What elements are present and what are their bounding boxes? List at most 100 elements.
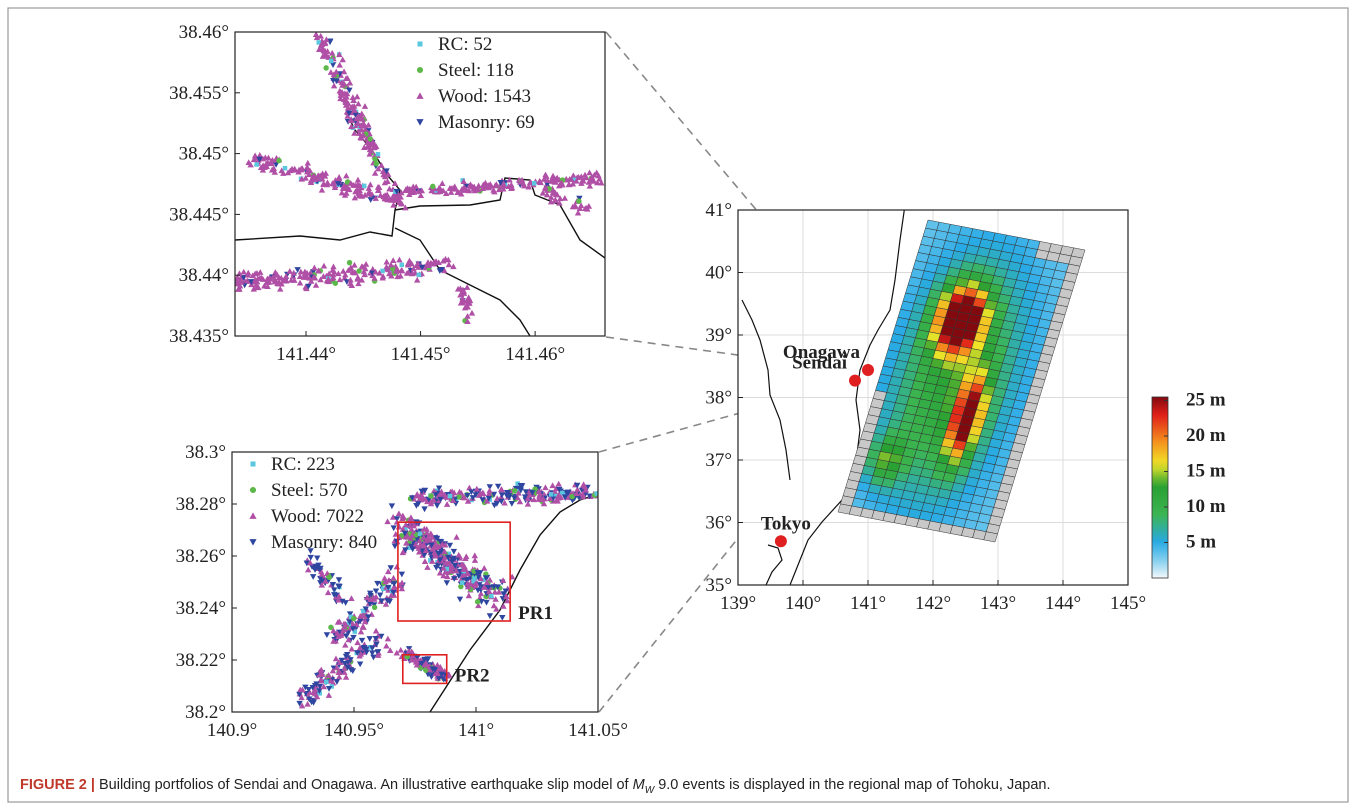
- point-texture: [329, 266, 336, 273]
- point-texture: [472, 575, 477, 581]
- point-texture: [408, 532, 416, 539]
- point-texture: [435, 550, 442, 557]
- point-texture: [367, 645, 373, 650]
- point-texture: [556, 199, 563, 206]
- point-texture: [438, 671, 445, 678]
- point-texture: [486, 487, 493, 494]
- point-texture: [458, 186, 466, 192]
- point-texture: [410, 522, 417, 529]
- point-texture: [455, 189, 462, 196]
- point-texture: [303, 560, 311, 567]
- point-texture: [335, 669, 342, 676]
- point-texture: [429, 558, 436, 564]
- point-texture: [371, 604, 378, 611]
- point-texture: [493, 181, 500, 188]
- point-texture: [372, 268, 379, 275]
- point-texture: [309, 574, 317, 580]
- point-texture: [252, 276, 259, 283]
- point-texture: [317, 32, 324, 39]
- point-texture: [254, 284, 261, 290]
- point-texture: [319, 175, 326, 182]
- point-texture: [595, 172, 602, 179]
- point-texture: [325, 672, 332, 678]
- point-texture: [347, 667, 355, 673]
- point-texture: [346, 259, 353, 266]
- x-tick-label: 145°: [1110, 593, 1146, 614]
- point-texture: [540, 175, 548, 182]
- point-texture: [341, 623, 348, 630]
- point-texture: [302, 684, 309, 691]
- colorbar-tick-label: 20 m: [1186, 425, 1226, 446]
- point-texture: [271, 168, 278, 175]
- point-texture: [424, 671, 432, 678]
- point-texture: [317, 568, 325, 575]
- point-texture: [479, 497, 486, 504]
- point-texture: [399, 526, 407, 532]
- point-texture: [453, 533, 460, 540]
- point-texture: [351, 615, 357, 622]
- point-texture: [458, 583, 464, 590]
- point-texture: [420, 495, 427, 502]
- point-texture: [573, 482, 581, 489]
- point-texture: [483, 599, 490, 606]
- point-texture: [428, 493, 434, 499]
- point-texture: [381, 586, 386, 592]
- point-texture: [427, 666, 434, 673]
- point-texture: [451, 576, 458, 582]
- point-texture: [290, 269, 297, 276]
- point-texture: [376, 592, 384, 599]
- point-texture: [383, 168, 390, 175]
- point-texture: [508, 500, 516, 507]
- point-texture: [428, 558, 433, 563]
- point-texture: [362, 618, 369, 625]
- point-texture: [586, 169, 593, 176]
- point-texture: [498, 492, 506, 499]
- point-texture: [335, 596, 342, 603]
- point-texture: [506, 176, 513, 183]
- point-texture: [409, 495, 416, 501]
- point-texture: [586, 182, 594, 189]
- point-texture: [304, 159, 311, 166]
- y-tick-label: 41°: [705, 200, 732, 221]
- city-label: Sendai: [792, 353, 847, 374]
- point-texture: [574, 486, 581, 493]
- point-texture: [464, 583, 472, 590]
- legend-marker: [417, 41, 423, 47]
- point-texture: [515, 481, 520, 486]
- point-texture: [413, 536, 421, 542]
- caption-math: M: [633, 777, 646, 793]
- point-texture: [366, 150, 373, 157]
- point-texture: [449, 497, 457, 503]
- point-texture: [350, 97, 357, 103]
- point-texture: [305, 283, 312, 290]
- point-texture: [276, 157, 282, 164]
- point-texture: [316, 40, 321, 45]
- point-texture: [371, 144, 378, 151]
- point-texture: [363, 646, 370, 653]
- point-texture: [347, 116, 355, 122]
- point-texture: [435, 485, 443, 492]
- point-texture: [572, 177, 577, 183]
- point-texture: [518, 178, 525, 185]
- region-box: [397, 521, 511, 622]
- point-texture: [384, 635, 392, 642]
- point-texture: [335, 583, 342, 590]
- point-texture: [355, 113, 362, 119]
- point-texture: [334, 181, 342, 187]
- point-texture: [490, 602, 498, 609]
- point-texture: [463, 186, 470, 193]
- point-texture: [359, 623, 367, 630]
- point-texture: [468, 309, 476, 316]
- x-tick-label: 142°: [915, 593, 951, 614]
- point-texture: [485, 490, 493, 497]
- point-texture: [526, 179, 534, 186]
- point-texture: [372, 635, 379, 642]
- point-texture: [418, 187, 425, 194]
- caption-text: 9.0 events is displayed in the regional …: [658, 777, 1050, 793]
- point-texture: [347, 265, 354, 272]
- point-texture: [444, 566, 449, 572]
- point-texture: [399, 549, 407, 556]
- point-texture: [579, 490, 586, 497]
- point-texture: [444, 573, 451, 580]
- point-texture: [323, 36, 330, 43]
